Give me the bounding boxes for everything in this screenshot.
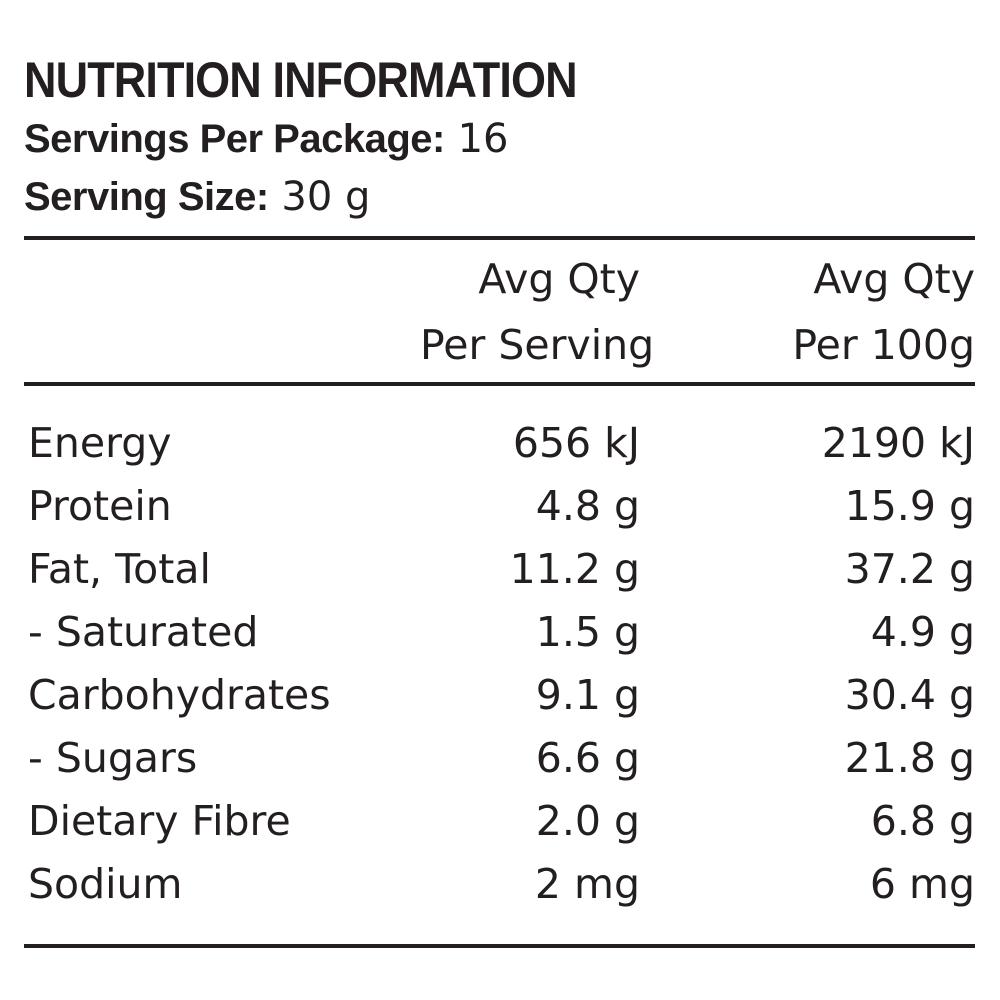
nutrient-name: Fat, Total — [28, 545, 211, 593]
serving-size-label: Serving Size: — [24, 175, 269, 219]
nutrient-table: Energy 656 kJ 2190 kJ Protein 4.8 g 15.9… — [24, 386, 975, 916]
header-row-1: Avg Qty Avg Qty — [24, 246, 975, 312]
servings-value: 16 — [457, 116, 509, 162]
table-row: Protein 4.8 g 15.9 g — [24, 475, 975, 538]
per-100g-value: 4.9 g — [870, 608, 975, 656]
table-row: Sodium 2 mg 6 mg — [24, 853, 975, 916]
header-per-100g-line1: Avg Qty — [813, 255, 975, 303]
top-rule — [24, 236, 975, 240]
table-row: Dietary Fibre 2.0 g 6.8 g — [24, 790, 975, 853]
table-header: Avg Qty Avg Qty Per Serving Per 100g — [24, 240, 975, 382]
per-serving-value: 1.5 g — [535, 608, 640, 656]
per-serving-value: 2 mg — [534, 860, 640, 908]
table-row: Energy 656 kJ 2190 kJ — [24, 412, 975, 475]
nutrient-name: Dietary Fibre — [28, 797, 291, 845]
nutrient-name: Sodium — [28, 860, 183, 908]
header-per-100g-line2: Per 100g — [792, 321, 975, 369]
nutrient-name: Carbohydrates — [28, 671, 331, 719]
per-100g-value: 6 mg — [869, 860, 975, 908]
table-row: Carbohydrates 9.1 g 30.4 g — [24, 664, 975, 727]
per-serving-value: 11.2 g — [509, 545, 640, 593]
bottom-rule — [24, 944, 975, 948]
serving-size-value: 30 g — [281, 174, 371, 220]
per-100g-value: 6.8 g — [870, 797, 975, 845]
table-row: Fat, Total 11.2 g 37.2 g — [24, 538, 975, 601]
table-row: - Saturated 1.5 g 4.9 g — [24, 601, 975, 664]
nutrient-name: Energy — [28, 419, 172, 467]
header-per-serving-line1: Avg Qty — [478, 255, 640, 303]
table-row: - Sugars 6.6 g 21.8 g — [24, 727, 975, 790]
serving-size: Serving Size: 30 g — [24, 168, 975, 226]
header-row-2: Per Serving Per 100g — [24, 312, 975, 378]
per-serving-value: 4.8 g — [535, 482, 640, 530]
per-serving-value: 9.1 g — [535, 671, 640, 719]
nutrient-name: Protein — [28, 482, 172, 530]
panel-title: NUTRITION INFORMATION — [24, 52, 578, 108]
per-100g-value: 21.8 g — [844, 734, 975, 782]
header-per-serving-line2: Per Serving — [420, 321, 655, 369]
servings-per-package: Servings Per Package: 16 — [24, 110, 975, 168]
header-rule — [24, 382, 975, 386]
per-100g-value: 30.4 g — [844, 671, 975, 719]
nutrition-panel: NUTRITION INFORMATION Servings Per Packa… — [24, 50, 975, 948]
per-serving-value: 656 kJ — [512, 419, 640, 467]
per-100g-value: 2190 kJ — [821, 419, 975, 467]
per-100g-value: 37.2 g — [844, 545, 975, 593]
per-serving-value: 2.0 g — [535, 797, 640, 845]
nutrient-name: - Saturated — [28, 608, 259, 656]
per-serving-value: 6.6 g — [535, 734, 640, 782]
nutrient-name: - Sugars — [28, 734, 198, 782]
servings-label: Servings Per Package: — [24, 117, 445, 161]
per-100g-value: 15.9 g — [844, 482, 975, 530]
